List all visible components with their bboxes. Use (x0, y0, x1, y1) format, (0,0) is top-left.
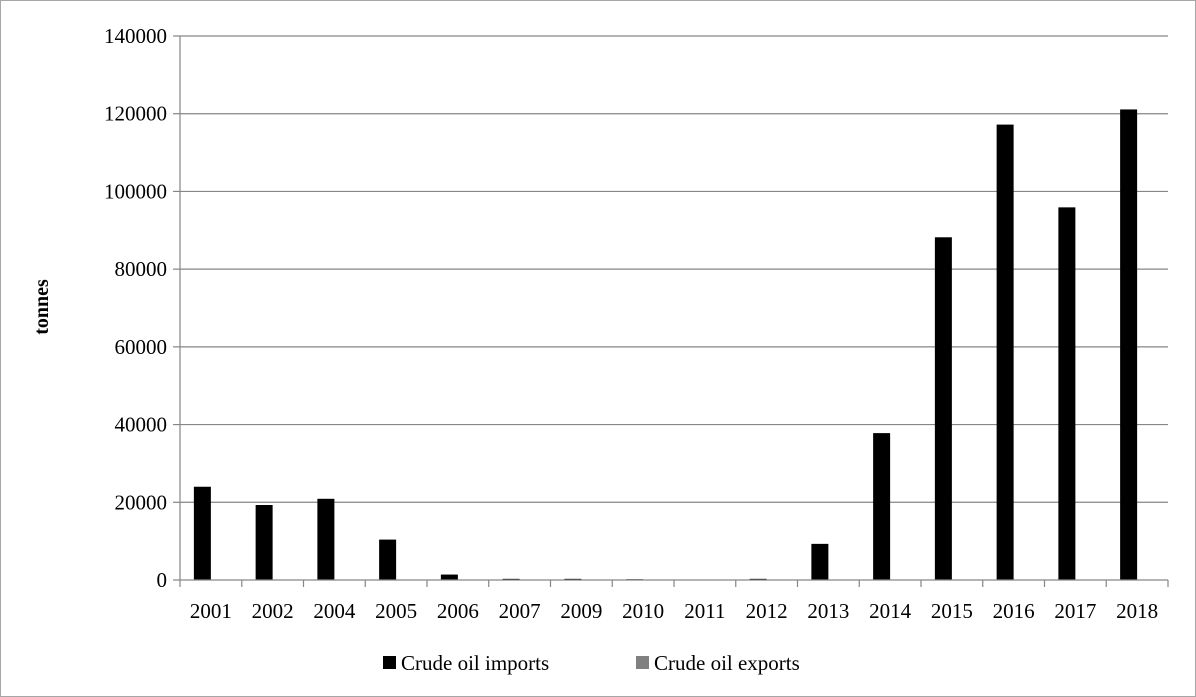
legend-swatch-1 (636, 656, 649, 669)
x-tick-label: 2009 (560, 599, 602, 623)
bar-imports-2017 (1058, 207, 1076, 581)
legend: Crude oil imports Crude oil exports (383, 651, 800, 675)
x-tick-label: 2012 (746, 599, 788, 623)
y-axis-label: tonnes (31, 279, 53, 335)
y-tick-label: 60000 (115, 335, 168, 359)
x-tick-label: 2016 (993, 599, 1035, 623)
y-tick-label: 0 (157, 568, 168, 592)
bar-imports-2004 (317, 498, 335, 580)
x-tick-label: 2007 (499, 599, 541, 623)
y-axis-ticks: 0 20000 40000 60000 80000 100000 120000 140000 (104, 24, 181, 592)
gridlines (180, 35, 1168, 503)
x-tick-label: 2006 (437, 599, 479, 623)
bar-imports-2018 (1120, 109, 1138, 580)
x-tick-label: 2004 (313, 599, 356, 623)
bar-imports-2001 (193, 486, 211, 580)
bar-imports-2013 (811, 543, 829, 580)
bar-imports-2015 (934, 237, 952, 580)
x-tick-label: 2014 (869, 599, 912, 623)
x-tick-label: 2002 (252, 599, 294, 623)
legend-label-0: Crude oil imports (401, 651, 549, 675)
x-tick-label: 2018 (1116, 599, 1158, 623)
x-tick-label: 2010 (622, 599, 664, 623)
y-tick-label: 120000 (104, 102, 167, 126)
y-tick-label: 20000 (115, 490, 168, 514)
x-tick-label: 2015 (931, 599, 973, 623)
y-tick-label: 100000 (104, 179, 167, 203)
bar-imports-2006 (440, 574, 458, 580)
bar-imports-2002 (255, 505, 273, 580)
legend-swatch-0 (383, 656, 396, 669)
x-tick-label: 2013 (807, 599, 849, 623)
x-tick-label: 2001 (190, 599, 232, 623)
x-tick-label: 2017 (1054, 599, 1096, 623)
bar-imports-2005 (379, 539, 397, 580)
x-tick-label: 2011 (684, 599, 725, 623)
legend-label-1: Crude oil exports (654, 651, 800, 675)
bar-imports-2014 (873, 433, 891, 580)
bars (193, 109, 1138, 581)
y-tick-label: 80000 (115, 257, 168, 281)
x-tick-label: 2005 (375, 599, 417, 623)
x-axis: 2001 2002 2004 2005 2006 2007 2009 2010 2011 2012… (179, 579, 1169, 623)
y-tick-label: 40000 (115, 413, 168, 437)
bar-imports-2016 (996, 124, 1014, 580)
y-tick-label: 140000 (104, 24, 167, 48)
